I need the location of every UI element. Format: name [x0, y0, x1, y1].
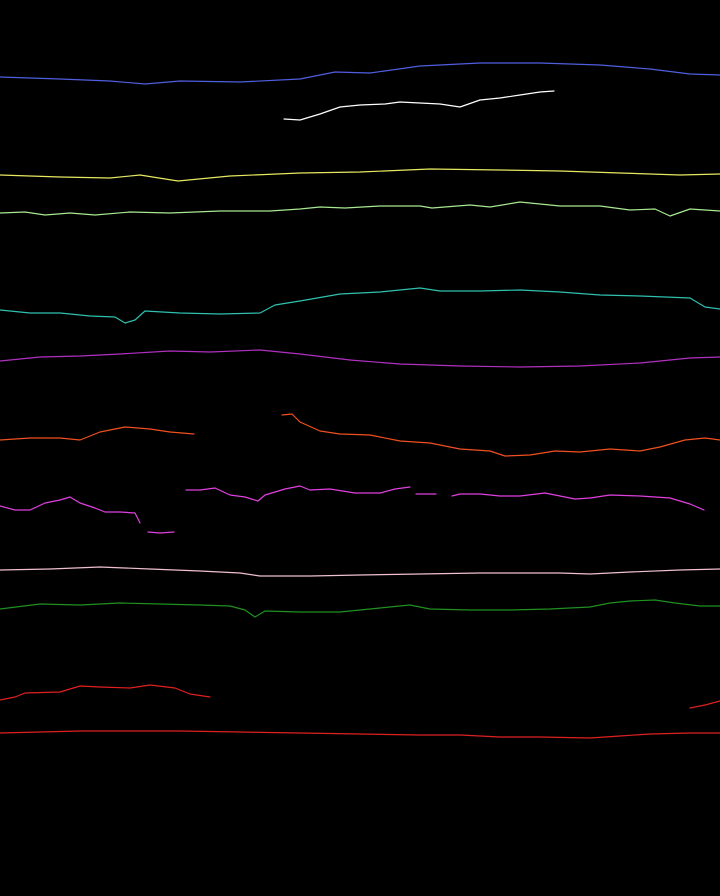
line-pink: [0, 566, 720, 577]
line-purple: [0, 349, 720, 368]
line-light-green: [0, 201, 720, 217]
line-orange: [0, 413, 720, 457]
line-white: [283, 90, 555, 121]
line-green: [0, 599, 720, 618]
line-blue: [0, 62, 720, 85]
line-yellow: [0, 168, 720, 182]
line-red: [0, 730, 720, 739]
line-teal: [0, 287, 720, 324]
line-magenta: [0, 485, 705, 534]
line-red-short: [0, 684, 720, 709]
